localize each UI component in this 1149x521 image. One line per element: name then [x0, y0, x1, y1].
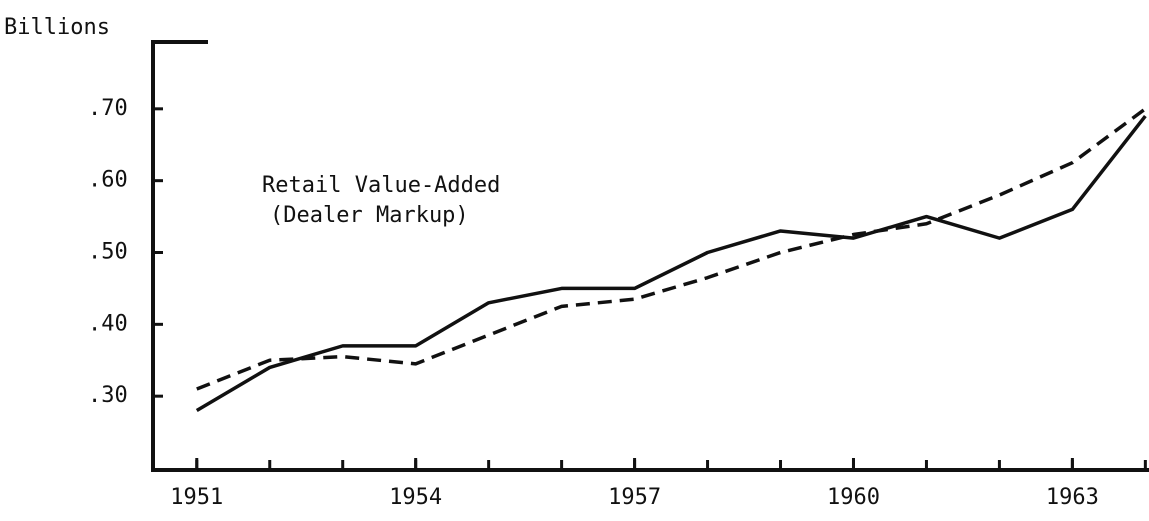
y-tick-label: .30 [88, 383, 128, 408]
y-tick-label: .70 [88, 96, 128, 121]
annotation: Retail Value-Added [262, 173, 500, 198]
series-line [196, 107, 1147, 391]
y-axis-label: Billions [4, 15, 110, 40]
x-tick-label: 1957 [608, 485, 661, 510]
x-tick-label: 1963 [1046, 485, 1099, 510]
y-tick-label: .50 [88, 240, 128, 265]
y-tick-label: .40 [88, 311, 128, 336]
series-line [195, 114, 1147, 413]
annotation: (Dealer Markup) [270, 203, 469, 228]
x-tick-label: 1954 [389, 485, 442, 510]
x-tick-label: 1951 [170, 485, 223, 510]
x-tick-label: 1960 [827, 485, 880, 510]
y-tick-label: .60 [88, 168, 128, 193]
